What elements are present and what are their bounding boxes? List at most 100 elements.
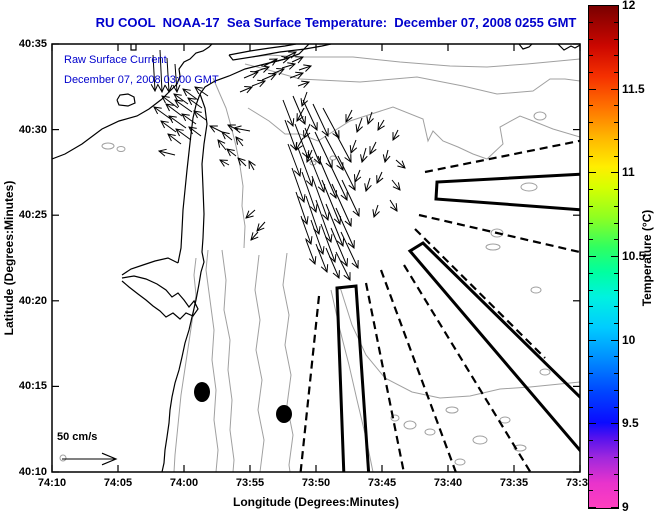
current-vector	[312, 103, 328, 136]
colorbar-tick	[614, 21, 618, 23]
current-vector	[287, 143, 300, 176]
x-tick-label: 74:10	[37, 477, 67, 489]
bathymetry-contour	[251, 54, 580, 68]
colorbar-tick	[589, 239, 593, 241]
current-vector	[243, 72, 258, 79]
colorbar-tick	[614, 440, 618, 442]
bathymetry-blob	[499, 416, 511, 424]
current-vector	[154, 107, 173, 121]
colorbar-tick	[614, 272, 618, 274]
current-vector	[355, 169, 360, 182]
current-vector	[315, 243, 327, 272]
current-vector	[239, 87, 252, 92]
coastline	[518, 44, 533, 50]
current-vector	[228, 125, 239, 130]
current-vector	[331, 183, 351, 226]
bathymetry-contour	[244, 63, 580, 95]
coastline	[228, 44, 297, 56]
current-vector	[302, 91, 307, 106]
radar-radial-dashed	[403, 264, 532, 472]
current-vector	[183, 89, 199, 101]
plot-content	[52, 44, 580, 472]
bathymetry-blob	[329, 155, 337, 161]
bathymetry-blob	[390, 414, 400, 422]
colorbar-tick	[614, 55, 618, 57]
colorbar-tick	[614, 289, 618, 291]
current-vector	[311, 175, 328, 220]
current-vector	[378, 119, 384, 130]
coastline	[116, 93, 136, 107]
current-vector	[283, 52, 296, 58]
current-vector	[310, 219, 323, 254]
current-vector	[220, 160, 230, 165]
colorbar-tick	[589, 256, 596, 257]
current-vector	[153, 54, 155, 91]
colorbar-tick	[589, 423, 596, 425]
bathymetry-blob	[533, 111, 547, 121]
current-vector	[297, 82, 309, 86]
colorbar-tick	[611, 339, 618, 341]
current-vector	[234, 128, 251, 131]
current-vector	[391, 179, 400, 190]
bathymetry-blob	[445, 406, 459, 414]
colorbar-tick	[589, 373, 593, 375]
colorbar-tick	[614, 306, 618, 308]
current-vector	[366, 177, 370, 191]
colorbar-tick	[589, 289, 593, 291]
current-vector	[305, 195, 319, 234]
current-vector	[281, 64, 295, 68]
current-vector	[368, 111, 372, 124]
colorbar-tick	[614, 189, 618, 191]
colorbar-tick	[589, 406, 593, 408]
current-vector	[297, 147, 312, 186]
colorbar-tick	[614, 38, 618, 40]
colorbar-tick	[589, 71, 593, 73]
colorbar-tick	[589, 322, 593, 324]
y-tick-label: 40:30	[18, 123, 47, 136]
current-vector	[168, 134, 182, 145]
bathymetry-contour	[212, 77, 246, 249]
current-vector	[377, 171, 382, 183]
x-tick-label: 73:35	[499, 477, 529, 489]
current-vector	[284, 119, 296, 150]
page-title: RU COOL NOAA-17 Sea Surface Temperature:…	[95, 15, 577, 30]
x-tick-label: 73:30	[565, 477, 595, 489]
current-vector	[238, 158, 247, 167]
colorbar-tick	[589, 222, 593, 224]
colorbar-tick	[589, 38, 593, 40]
current-vector	[322, 107, 339, 138]
current-vector	[296, 137, 304, 150]
current-vector	[189, 127, 202, 137]
current-vector	[289, 73, 303, 78]
colorbar-tick	[614, 105, 618, 107]
colorbar-tick	[589, 172, 596, 174]
bathymetry-contour	[173, 257, 197, 472]
current-vector	[291, 57, 303, 62]
current-vector	[315, 199, 331, 242]
bathymetry-blob	[101, 142, 115, 150]
colorbar-tick	[614, 71, 618, 73]
current-vector	[330, 227, 347, 266]
y-tick-label: 40:15	[18, 380, 47, 393]
radar-sector	[434, 172, 580, 212]
current-vector	[341, 179, 359, 216]
current-vector	[182, 114, 197, 125]
colorbar-tick	[589, 306, 593, 308]
annotation-line-1: Raw Surface Current	[64, 54, 167, 66]
current-vector	[294, 123, 308, 158]
current-vector	[304, 123, 311, 138]
coastline	[557, 44, 580, 51]
current-vector	[337, 155, 355, 190]
bathymetry-blob	[485, 243, 501, 251]
bathymetry-blob	[539, 368, 551, 376]
coastline	[130, 44, 137, 51]
current-vector	[357, 117, 362, 132]
colorbar-tick-label: 10.5	[622, 249, 646, 263]
coastline	[228, 44, 332, 61]
bathymetry-contour	[339, 286, 580, 399]
current-vector	[167, 57, 169, 92]
current-vector	[251, 81, 265, 86]
colorbar	[588, 5, 619, 509]
current-vector	[261, 74, 276, 81]
current-vector	[227, 149, 237, 157]
